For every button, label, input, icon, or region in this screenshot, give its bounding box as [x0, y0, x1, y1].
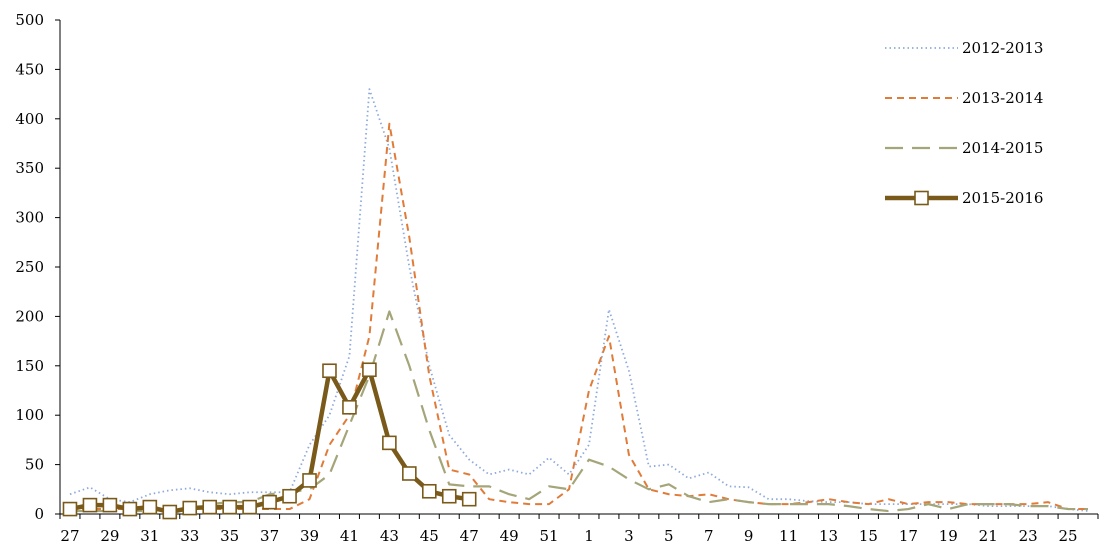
legend: 2012-2013 2013-2014 2014-2015 2015-2016: [885, 39, 1043, 207]
data-point-marker: [62, 501, 78, 517]
legend-item: 2012-2013: [885, 39, 1043, 57]
x-tick-label: 51: [540, 527, 559, 545]
y-tick-label: 150: [15, 357, 44, 375]
series-lines: [69, 88, 1089, 515]
y-tick-label: 500: [15, 11, 44, 29]
x-tick-label: 23: [1019, 527, 1038, 545]
y-tick-label: 0: [34, 505, 44, 523]
series-line-2015-2016: [69, 367, 470, 515]
x-tick-label: 39: [300, 527, 319, 545]
x-tick-label: 21: [979, 527, 998, 545]
x-tick-label: 7: [704, 527, 714, 545]
x-tick-label: 43: [380, 527, 399, 545]
data-point-marker: [342, 399, 357, 415]
y-tick-label: 300: [15, 209, 44, 227]
legend-item: 2015-2016: [885, 189, 1043, 207]
y-tick-label: 100: [15, 406, 44, 424]
legend-label: 2013-2014: [962, 89, 1043, 107]
legend-item: 2014-2015: [885, 139, 1043, 157]
x-tick-label: 31: [140, 527, 159, 545]
x-tick-label: 35: [220, 527, 239, 545]
x-tick-label: 49: [500, 527, 519, 545]
legend-label: 2015-2016: [962, 189, 1043, 207]
data-point-marker: [182, 500, 198, 516]
data-point-marker: [402, 466, 417, 481]
x-tick-label: 41: [340, 527, 359, 545]
data-point-marker: [322, 363, 337, 379]
data-point-marker: [162, 504, 178, 520]
data-point-marker: [82, 497, 98, 513]
data-point-marker: [282, 488, 297, 504]
x-tick-label: 29: [100, 527, 119, 545]
x-tick-label: 9: [744, 527, 754, 545]
x-tick-label: 45: [420, 527, 439, 545]
x-tick-label: 47: [460, 527, 479, 545]
data-point-marker: [421, 483, 437, 499]
x-tick-label: 25: [1059, 527, 1078, 545]
legend-item: 2013-2014: [885, 89, 1043, 107]
data-point-marker: [222, 499, 237, 515]
data-point-marker: [142, 499, 158, 515]
x-tick-label: 15: [859, 527, 878, 545]
x-tick-label: 19: [939, 527, 958, 545]
series-line-2014-2015: [69, 310, 1089, 513]
legend-marker: [914, 190, 929, 206]
y-tick-label: 350: [15, 159, 44, 177]
legend-label: 2012-2013: [962, 39, 1043, 57]
data-point-marker: [122, 501, 138, 517]
legend-label: 2014-2015: [962, 139, 1043, 157]
data-point-marker: [362, 362, 377, 378]
y-tick-label: 250: [15, 258, 44, 276]
data-point-marker: [302, 473, 317, 488]
series-line-2012-2013: [69, 88, 1089, 512]
data-point-marker: [102, 497, 118, 513]
x-tick-label: 11: [779, 527, 798, 545]
x-tick-label: 1: [584, 527, 594, 545]
x-tick-label: 5: [664, 527, 674, 545]
y-tick-label: 400: [15, 110, 44, 128]
y-tick-label: 450: [15, 60, 44, 78]
y-tick-label: 200: [15, 307, 44, 325]
x-tick-label: 33: [180, 527, 199, 545]
x-tick-label: 13: [819, 527, 838, 545]
x-tick-label: 17: [899, 527, 918, 545]
x-tick-label: 37: [260, 527, 279, 545]
series-line-2013-2014: [69, 122, 1089, 511]
data-point-marker: [202, 499, 218, 515]
data-point-marker: [382, 435, 397, 451]
data-point-marker: [242, 499, 257, 515]
data-point-marker: [461, 491, 477, 507]
y-tick-label: 50: [25, 456, 44, 474]
x-tick-label: 3: [624, 527, 634, 545]
data-point-marker: [441, 488, 457, 504]
x-tick-label: 27: [60, 527, 79, 545]
series-markers: [62, 362, 477, 520]
data-point-marker: [262, 494, 277, 510]
